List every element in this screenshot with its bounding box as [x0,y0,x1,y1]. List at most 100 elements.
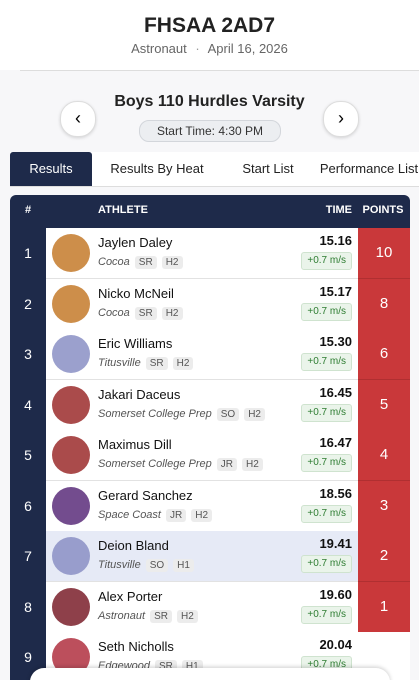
place: 2 [24,295,32,312]
time: 19.60 [319,586,352,602]
team-logo [52,234,90,272]
start-time: Start Time: 4:30 PM [139,120,281,142]
place: 8 [24,598,32,615]
team: Titusville [98,559,141,571]
athlete-name[interactable]: Alex Porter [98,588,163,604]
athlete-name[interactable]: Jaylen Daley [98,235,173,250]
athlete-info: Astronaut SR H2 [98,609,198,623]
team-logo [52,385,90,424]
points-cell: 3 [358,480,410,532]
place: 7 [24,548,32,564]
title: FHSAA 2AD7 [143,14,276,37]
team-logo [52,587,90,626]
athlete-name[interactable]: Maximus Dill [98,437,172,452]
column-header: TIME [325,204,352,216]
wind: +0.7 m/s [301,504,352,523]
result-row: Nicko McNeil Cocoa SR H2 15.17 +0.7 m/s [46,278,358,330]
grade: JR [216,458,237,471]
wind: +0.7 m/s [301,403,352,422]
points-cell: 4 [358,430,410,481]
wind: +0.7 m/s [301,454,352,472]
points-cell: 6 [358,329,410,380]
prev-event-button[interactable]: ‹ [60,101,96,137]
athlete-info: Somerset College Prep JR H2 [98,458,263,471]
result-row: Alex Porter Astronaut SR H2 19.60 +0.7 m/s [46,581,358,633]
athlete-name[interactable]: Gerard Sanchez [98,487,193,503]
athlete-name[interactable]: Jakari Daceus [98,386,181,402]
result-row: Eric Williams Titusville SR H2 15.30 +0.7 m/s [46,329,358,380]
grade: SR [150,609,172,623]
athlete-info: Cocoa SR H2 [98,306,183,320]
tab[interactable]: Results By Heat [92,152,222,186]
result-row: Jaylen Daley Cocoa SR H2 15.16 +0.7 m/s [46,228,358,279]
team: Astronaut [98,609,146,622]
result-row: Gerard Sanchez Space Coast JR H2 18.56 +0.7 m… [46,480,358,532]
team-logo [52,436,90,474]
team: Cocoa [98,256,130,268]
team-logo [52,335,90,373]
place: 3 [24,346,32,362]
grade: SO [216,407,240,421]
heat: H2 [161,306,183,320]
grade: SR [145,357,168,370]
time: 15.17 [319,283,352,299]
grade: SO [145,559,169,572]
team: Somerset College Prep [98,407,212,420]
place: 5 [24,447,32,463]
wind: +0.7 m/s [301,252,352,270]
heat: H2 [161,256,183,269]
heat: H2 [244,407,265,421]
place: 6 [24,497,32,514]
tab[interactable]: Results [10,152,92,186]
heat: H2 [241,458,263,471]
next-event-button[interactable]: › [323,101,359,137]
team-logo [52,284,90,323]
wind: +0.7 m/s [301,555,352,573]
time: 16.45 [319,384,352,400]
time: 20.04 [319,637,352,652]
result-row: Deion Bland Titusville SO H1 19.41 +0.7 m/s [46,531,358,582]
points-cell: 10 [358,228,410,279]
time: 15.16 [319,233,352,248]
heat: H2 [172,357,194,370]
athlete-name[interactable]: Seth Nicholls [98,639,174,654]
athlete-info: Titusville SO H1 [98,559,194,572]
athlete-name[interactable]: Nicko McNeil [98,285,174,301]
result-row: Maximus Dill Somerset College Prep JR H2 16.… [46,430,358,481]
column-header: # [24,204,32,216]
subtitle: Astronaut · April 16, 2026 [0,41,419,56]
team: Somerset College Prep [98,458,212,470]
place: 9 [24,649,32,665]
time: 15.30 [319,334,352,349]
header-bg [0,0,419,70]
heat: H1 [173,559,194,572]
athlete-info: Space Coast JR H2 [98,508,213,522]
event-name: Boys 110 Hurdles Varsity [114,93,305,110]
divider [20,70,419,71]
points-cell: 8 [358,278,410,330]
grade: SR [134,256,157,269]
athlete-name[interactable]: Eric Williams [98,336,173,351]
time: 18.56 [319,485,352,501]
separator: · [195,41,200,56]
place: 4 [24,396,32,413]
wind: +0.7 m/s [301,302,352,321]
column-header: POINTS [362,204,404,216]
result-row: Jakari Daceus Somerset College Prep SO H2 16… [46,379,358,431]
athlete-name[interactable]: Deion Bland [98,538,169,553]
time: 19.41 [319,536,352,551]
athlete-info: Somerset College Prep SO H2 [98,407,265,421]
tab[interactable]: Performance List [314,152,419,186]
wind: +0.7 m/s [301,605,352,624]
grade: SR [134,306,157,320]
athlete-info: Cocoa SR H2 [98,256,183,269]
points-cell: 2 [358,531,410,582]
team: Cocoa [98,306,130,319]
venue: Astronaut [131,41,187,56]
heat: H2 [177,609,198,623]
points-cell: 1 [358,581,410,633]
tab[interactable]: Start List [222,152,314,186]
team-logo [52,486,90,525]
athlete-info: Titusville SR H2 [98,357,194,370]
